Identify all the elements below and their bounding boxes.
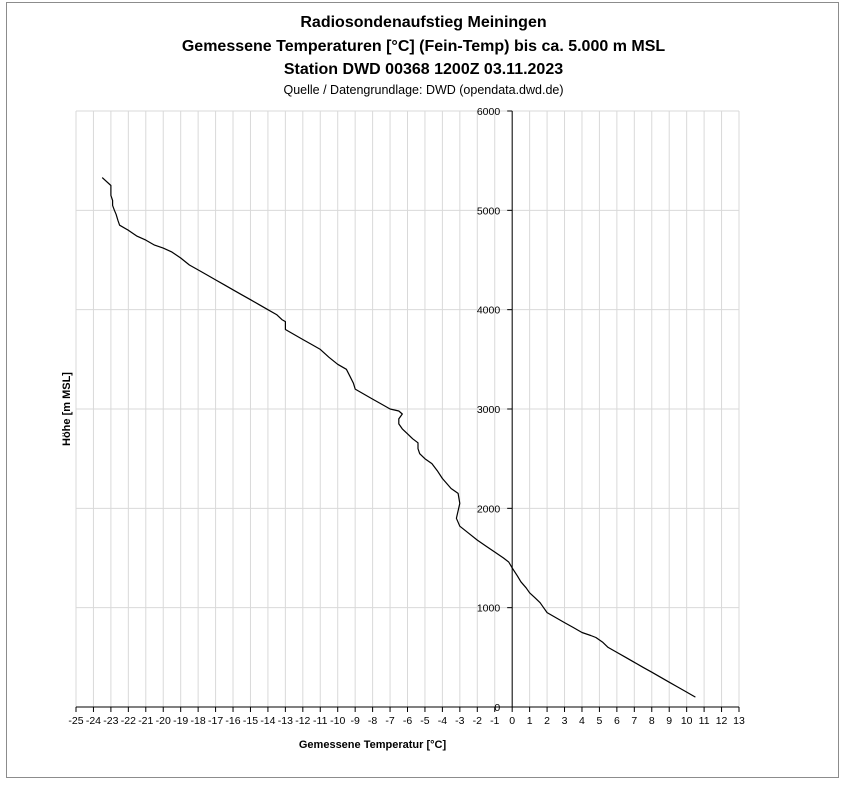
x-tick-label: 8	[649, 715, 655, 727]
x-tick-label: 3	[562, 715, 568, 727]
chart-subtitle-station: Station DWD 00368 1200Z 03.11.2023	[283, 61, 564, 78]
x-tick-label: -8	[368, 715, 377, 727]
axes	[75, 110, 740, 712]
x-tick-label: -13	[278, 715, 293, 727]
x-tick-label: -15	[243, 715, 258, 727]
x-tick-label: 7	[631, 715, 637, 727]
x-tick-label: -16	[225, 715, 240, 727]
x-tick-label: -7	[385, 715, 394, 727]
y-tick-label: 1000	[477, 603, 501, 615]
x-tick-label: -4	[438, 715, 447, 727]
x-tick-label: 4	[579, 715, 585, 727]
x-tick-label: -5	[420, 715, 429, 727]
x-tick-label: -3	[455, 715, 464, 727]
temperature-profile-line	[101, 177, 696, 698]
x-tick-label: -10	[330, 715, 345, 727]
y-tick-label: 2000	[477, 503, 501, 515]
x-tick-label: 2	[544, 715, 550, 727]
y-axis-title: Höhe [m MSL]	[61, 372, 73, 446]
x-tick-label: -19	[173, 715, 188, 727]
y-tick-label: 6000	[477, 106, 501, 118]
x-tick-label: 13	[733, 715, 745, 727]
grid-lines	[75, 110, 740, 707]
chart-subtitle-measurements: Gemessene Temperaturen [°C] (Fein-Temp) …	[181, 38, 666, 55]
tick-labels: -25 -24 -23 -22 -21 -20 -19 -18 -17 -16 -15 -14 -13-…	[68, 106, 745, 727]
x-tick-label: -25	[68, 715, 83, 727]
y-tick-label: 0	[494, 702, 500, 714]
y-tick-label: 4000	[477, 305, 501, 317]
x-tick-label: -22	[121, 715, 136, 727]
chart-source-note: Quelle / Datengrundlage: DWD (opendata.d…	[283, 83, 564, 97]
x-tick-label: -17	[208, 715, 223, 727]
x-tick-label: -14	[260, 715, 275, 727]
y-tick-label: 3000	[477, 404, 501, 416]
x-tick-label: -20	[156, 715, 171, 727]
x-tick-label: -23	[103, 715, 118, 727]
x-tick-label: -12	[295, 715, 310, 727]
x-tick-label: 10	[681, 715, 693, 727]
x-tick-label: -11	[313, 715, 328, 727]
x-tick-label: -6	[403, 715, 412, 727]
x-tick-label: 9	[666, 715, 672, 727]
x-tick-label: -1	[490, 715, 499, 727]
chart-area	[6, 2, 839, 778]
x-tick-label: 11	[699, 715, 710, 727]
x-tick-label: -9	[350, 715, 359, 727]
x-axis-title: Gemessene Temperatur [°C]	[299, 739, 447, 751]
chart-title: Radiosondenaufstieg Meiningen	[300, 14, 547, 31]
x-tick-label: 12	[716, 715, 728, 727]
x-tick-label: -18	[191, 715, 206, 727]
x-tick-label: 1	[527, 715, 533, 727]
x-tick-label: -24	[86, 715, 101, 727]
x-tick-label: -2	[473, 715, 482, 727]
y-tick-label: 5000	[477, 205, 501, 217]
x-tick-label: 5	[596, 715, 602, 727]
data-series	[101, 177, 696, 698]
x-tick-label: 0	[509, 715, 515, 727]
x-tick-label: 6	[614, 715, 620, 727]
x-tick-label: -21	[138, 715, 153, 727]
